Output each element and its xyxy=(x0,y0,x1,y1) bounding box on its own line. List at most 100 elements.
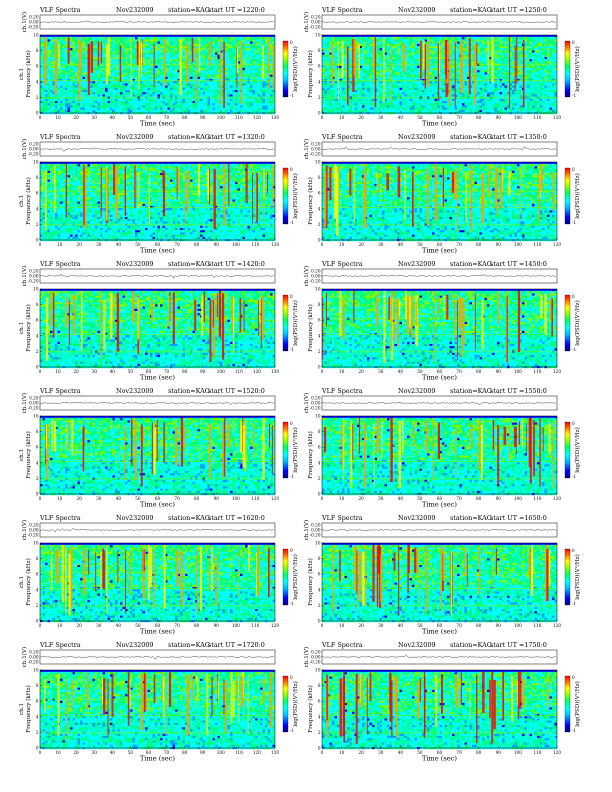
spectrogram-cell xyxy=(143,37,146,39)
spectrogram-cell xyxy=(168,44,171,46)
spectrogram-cell xyxy=(118,39,121,41)
spectrogram-cell xyxy=(110,44,113,46)
spectrogram-cell xyxy=(158,48,161,50)
spectrogram-cell xyxy=(48,50,51,52)
spectrogram-cell xyxy=(263,42,266,44)
spectrogram-cell xyxy=(195,44,198,46)
spectrogram-cell xyxy=(215,37,218,39)
spectrogram-cell xyxy=(115,37,118,39)
spectrogram-cell xyxy=(50,46,53,48)
spectrogram-cell xyxy=(213,50,216,52)
spectrogram-cell xyxy=(173,53,176,55)
spectrogram-cell xyxy=(50,44,53,46)
spectrogram-cell xyxy=(50,53,53,55)
spectrogram-cell xyxy=(205,37,208,39)
spectrogram-cell xyxy=(258,42,261,44)
spectrogram-cell xyxy=(73,42,76,44)
spectrogram-cell xyxy=(270,42,273,44)
spectrogram-cell xyxy=(243,39,246,41)
spectrogram-cell xyxy=(103,48,106,50)
spectrogram-cell xyxy=(250,44,253,46)
spectrogram-cell xyxy=(48,48,51,50)
spectrogram-cell xyxy=(70,37,73,39)
spectrogram-cell xyxy=(203,37,206,39)
spectrogram-cell xyxy=(65,46,68,48)
spectrogram-cell xyxy=(230,46,233,48)
spectrogram-cell xyxy=(118,44,121,46)
spectrogram-cell xyxy=(73,37,76,39)
spectrogram-cell xyxy=(145,48,148,50)
spectrogram-cell xyxy=(95,39,98,41)
spectrogram-cell xyxy=(168,50,171,52)
panel-station: station=KAG xyxy=(168,6,210,14)
spectrogram-cell xyxy=(233,42,236,44)
spectrogram-cell xyxy=(83,48,86,50)
spectrogram-cell xyxy=(173,37,176,39)
spectrogram-cell xyxy=(60,39,63,41)
spectrogram-cell xyxy=(150,44,153,46)
spectrogram-cell xyxy=(75,44,78,46)
spectrogram-cell xyxy=(170,53,173,55)
spectrogram-cell xyxy=(60,48,63,50)
spectrogram-cell xyxy=(170,46,173,48)
spectrogram-cell xyxy=(203,44,206,46)
spectrogram-cell xyxy=(118,53,121,55)
signal-axis-label: ch.1(V) xyxy=(21,12,28,32)
spectrogram-cell xyxy=(228,39,231,41)
spectrogram-cell xyxy=(48,55,51,57)
panel-title: VLF Spectra xyxy=(39,6,81,14)
spectrogram-cell xyxy=(63,46,66,48)
spectrogram-cell xyxy=(213,37,216,39)
spectrogram-cell xyxy=(183,46,186,48)
spectrogram-cell xyxy=(110,42,113,44)
spectrogram-cell xyxy=(50,39,53,41)
spectrogram-cell xyxy=(173,46,176,48)
spectrogram-cell xyxy=(155,53,158,55)
spectrogram-cell xyxy=(253,39,256,41)
spectrogram-cell xyxy=(233,53,236,55)
spectrogram-cell xyxy=(238,42,241,44)
spectrogram-cell xyxy=(243,50,246,52)
spectrogram-cell xyxy=(113,39,116,41)
spectrogram-cell xyxy=(253,53,256,55)
spectrogram-cell xyxy=(65,37,68,39)
spectrogram-cell xyxy=(128,53,131,55)
spectrogram-cell xyxy=(200,44,203,46)
spectrogram-cell xyxy=(58,37,61,39)
spectrogram-cell xyxy=(83,50,86,52)
spectrogram-cell xyxy=(248,53,251,55)
spectrogram-cell xyxy=(103,39,106,41)
spectrogram-cell xyxy=(215,46,218,48)
spectrogram-cell xyxy=(255,39,258,41)
spectrogram-cell xyxy=(260,42,263,44)
spectrogram-cell xyxy=(173,42,176,44)
spectrogram-cell xyxy=(238,44,241,46)
spectrogram-cell xyxy=(175,46,178,48)
spectrogram-cell xyxy=(88,42,91,44)
spectrogram-cell xyxy=(195,39,198,41)
spectrogram-cell xyxy=(133,44,136,46)
spectrogram-cell xyxy=(250,50,253,52)
spectrogram-cell xyxy=(150,50,153,52)
spectrogram-cell xyxy=(210,37,213,39)
spectrogram-cell xyxy=(155,39,158,41)
spectrogram-cell xyxy=(100,39,103,41)
spectrogram-cell xyxy=(273,39,276,41)
spectrogram-cell xyxy=(213,48,216,50)
spectrogram-cell xyxy=(250,48,253,50)
spectrogram-cell xyxy=(110,50,113,52)
spectrogram-cell xyxy=(75,50,78,52)
spectrogram-cell xyxy=(48,44,51,46)
spectrogram-cell xyxy=(113,46,116,48)
spectrogram-cell xyxy=(95,55,98,57)
spectrogram-cell xyxy=(168,53,171,55)
spectrogram-cell xyxy=(70,44,73,46)
spectrogram-cell xyxy=(115,50,118,52)
spectrogram-cell xyxy=(215,50,218,52)
spectrogram-cell xyxy=(175,50,178,52)
spectrogram-cell xyxy=(65,42,68,44)
spectrogram-cell xyxy=(235,42,238,44)
spectrogram-cell xyxy=(155,46,158,48)
spectrogram-cell xyxy=(88,37,91,39)
spectrogram-cell xyxy=(228,42,231,44)
